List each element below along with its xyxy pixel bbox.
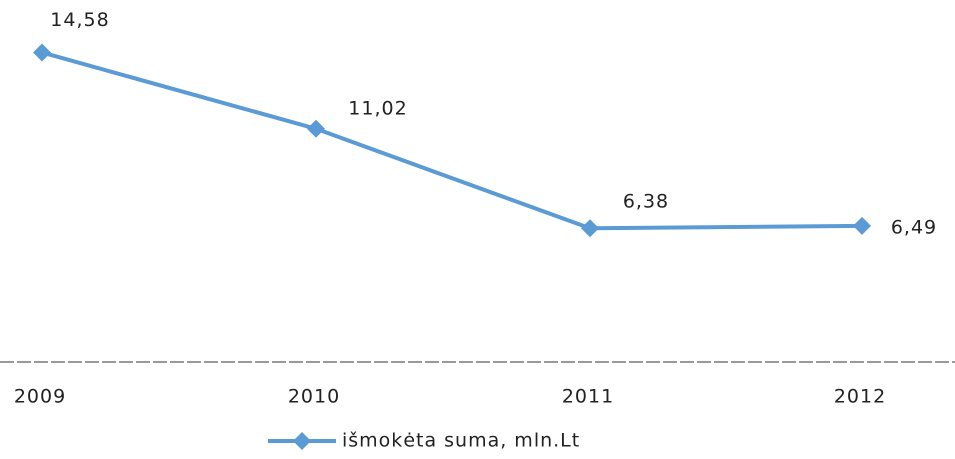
x-tick-label: 2010 [288, 386, 340, 408]
line [41, 50, 863, 231]
data-label: 6,49 [891, 216, 937, 238]
marker [581, 219, 599, 238]
marker [33, 43, 51, 62]
legend-label: išmokėta suma, mln.Lt [342, 430, 580, 452]
legend-marker [293, 432, 311, 450]
x-tick-label: 2012 [834, 386, 886, 408]
data-label: 6,38 [623, 191, 669, 213]
x-tick-label: 2011 [562, 386, 614, 408]
marker [853, 216, 871, 235]
x-tick-label: 2009 [14, 386, 66, 408]
marker [307, 119, 325, 138]
data-label: 11,02 [348, 97, 407, 119]
data-label: 14,58 [50, 9, 109, 31]
